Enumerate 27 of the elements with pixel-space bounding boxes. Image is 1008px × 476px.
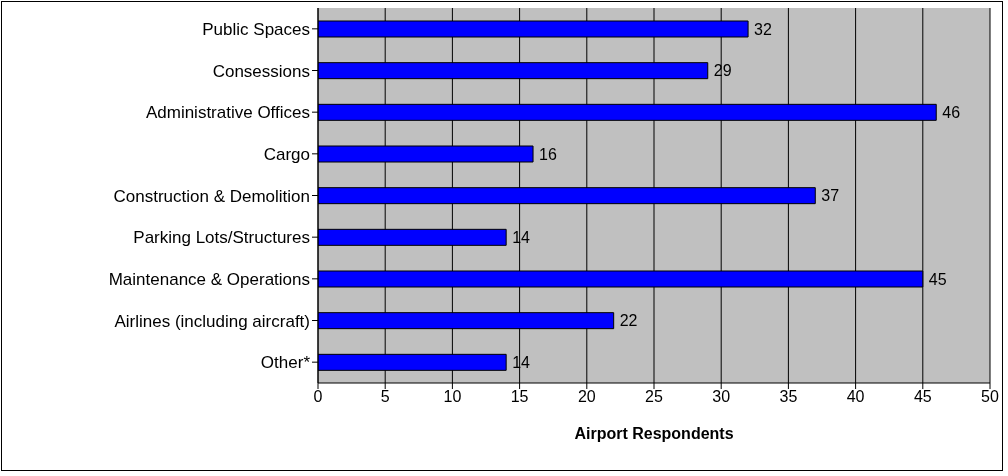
x-tick-label: 10: [443, 388, 462, 406]
y-tick-label: Cargo: [263, 144, 310, 164]
x-tick-label: 50: [981, 388, 999, 406]
x-tick-label: 30: [712, 388, 731, 406]
x-tick-label: 45: [913, 388, 932, 406]
y-tick-label: Airlines (including aircraft): [114, 311, 310, 331]
data-label: 32: [754, 20, 772, 38]
y-tick-label: Construction & Demolition: [113, 186, 310, 206]
data-label: 22: [619, 312, 638, 330]
y-tick-label: Administrative Offices: [145, 103, 310, 123]
x-tick-label: 40: [846, 388, 865, 406]
y-tick-label: Maintenance & Operations: [108, 269, 310, 289]
y-tick-label: Consessions: [212, 61, 310, 81]
data-label: 45: [928, 270, 947, 288]
y-tick-label: Public Spaces: [202, 19, 310, 39]
x-tick-label: 5: [380, 388, 390, 406]
data-label: 46: [942, 104, 961, 122]
x-tick-label: 15: [510, 388, 529, 406]
x-tick-label: 35: [779, 388, 798, 406]
data-label: 37: [821, 187, 840, 205]
x-axis-title: Airport Respondents: [574, 425, 734, 443]
y-tick-label: Other*: [260, 353, 311, 373]
x-tick-label: 0: [313, 388, 323, 406]
x-tick-label: 20: [577, 388, 596, 406]
x-tick-label: 25: [645, 388, 663, 406]
data-label: 16: [539, 145, 557, 163]
y-tick-label: Parking Lots/Structures: [133, 228, 310, 248]
